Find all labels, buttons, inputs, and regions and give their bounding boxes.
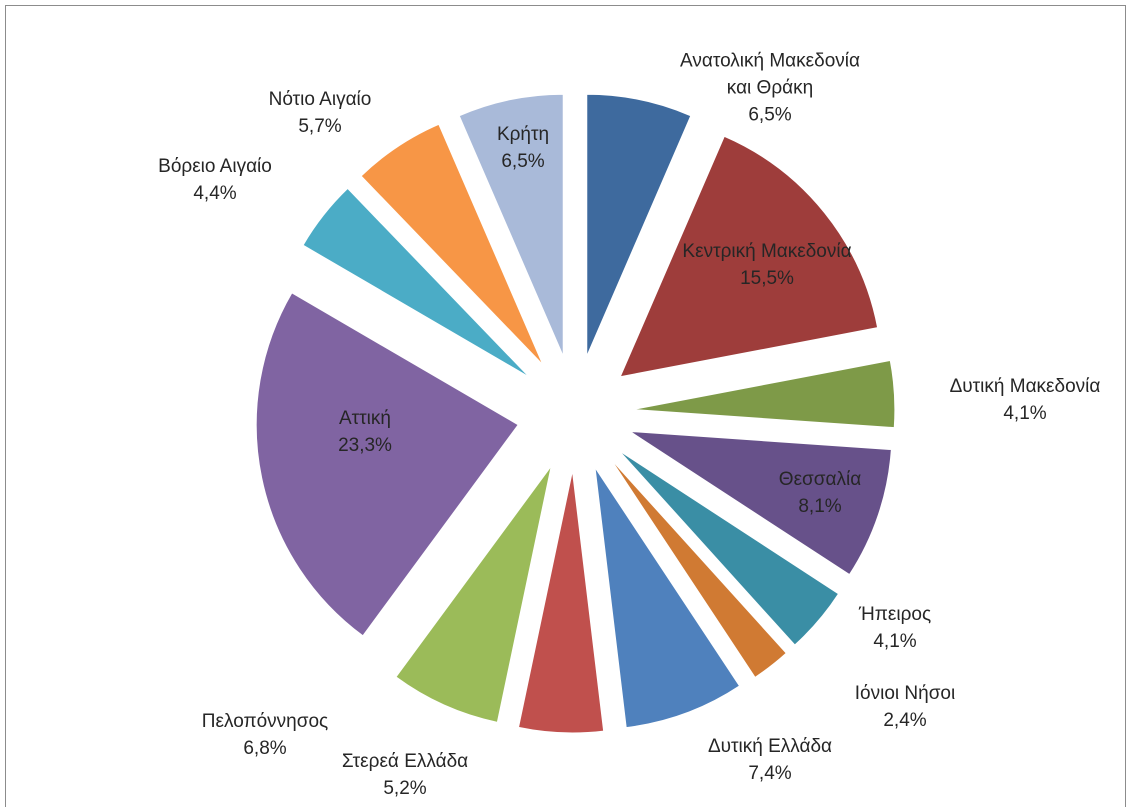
value-label: 6,8%: [243, 738, 287, 759]
data-label: Κεντρική Μακεδονία 15,5%: [672, 238, 862, 292]
category-label: Βόρειο Αιγαίο: [158, 156, 272, 177]
data-label: Βόρειο Αιγαίο 4,4%: [120, 153, 310, 207]
data-label: Ιόνιοι Νήσοι 2,4%: [810, 680, 1000, 734]
value-label: 4,4%: [193, 183, 237, 204]
category-label: Πελοπόννησος: [201, 711, 329, 732]
value-label: 4,1%: [1003, 403, 1047, 424]
category-label: Δυτική Μακεδονία: [949, 376, 1101, 397]
category-label: Αττική: [339, 408, 391, 429]
value-label: 5,7%: [298, 116, 342, 137]
pie-slice: [458, 93, 564, 357]
data-label: Θεσσαλία 8,1%: [725, 466, 915, 520]
pie-slice: [360, 123, 544, 366]
data-label: Νότιο Αιγαίο 5,7%: [225, 86, 415, 140]
value-label: 5,2%: [383, 778, 427, 799]
pie-slice: [594, 467, 741, 729]
pie-slice: [255, 292, 519, 637]
category-label: Ιόνιοι Νήσοι: [854, 683, 956, 704]
pie-slice: [586, 93, 692, 357]
value-label: 4,1%: [873, 631, 917, 652]
pie-slice: [619, 135, 879, 378]
data-label: Δυτική Μακεδονία 4,1%: [930, 373, 1120, 427]
value-label: 15,5%: [740, 268, 794, 289]
data-label: Αττική 23,3%: [270, 405, 460, 459]
value-label: 6,5%: [501, 151, 545, 172]
category-label: Κρήτη: [496, 124, 550, 145]
pie-slice: [618, 450, 840, 646]
frame: [5, 5, 1126, 807]
category-label: Ανατολική Μακεδονία και Θράκη: [680, 50, 860, 99]
value-label: 6,5%: [748, 104, 792, 126]
pie-slice: [632, 359, 896, 429]
category-label: Κεντρική Μακεδονία: [682, 241, 852, 262]
value-label: 2,4%: [883, 710, 927, 731]
category-label: Θεσσαλία: [778, 469, 862, 490]
data-label: Δυτική Ελλάδα 7,4%: [675, 733, 865, 787]
pie-slice: [517, 470, 605, 734]
pie-slice: [395, 465, 552, 723]
category-label: Δυτική Ελλάδα: [707, 736, 833, 757]
category-label: Στερεά Ελλάδα: [341, 751, 469, 772]
value-label: 8,1%: [798, 496, 842, 517]
category-label: Ήπειρος: [858, 604, 932, 625]
category-label: Νότιο Αιγαίο: [268, 89, 372, 110]
data-label: Κρήτη 6,5%: [428, 121, 618, 175]
data-label: Πελοπόννησος 6,8%: [170, 708, 360, 762]
pie-slice: [628, 430, 892, 576]
data-label: Ήπειρος 4,1%: [800, 601, 990, 655]
data-label: Ανατολική Μακεδονία και Θράκη 6,5%: [675, 48, 865, 129]
value-label: 7,4%: [748, 763, 792, 784]
value-label: 23,3%: [338, 435, 392, 456]
pie-slice: [610, 458, 787, 679]
data-label: Στερεά Ελλάδα 5,2%: [310, 748, 500, 802]
pie-slice: [302, 187, 530, 378]
